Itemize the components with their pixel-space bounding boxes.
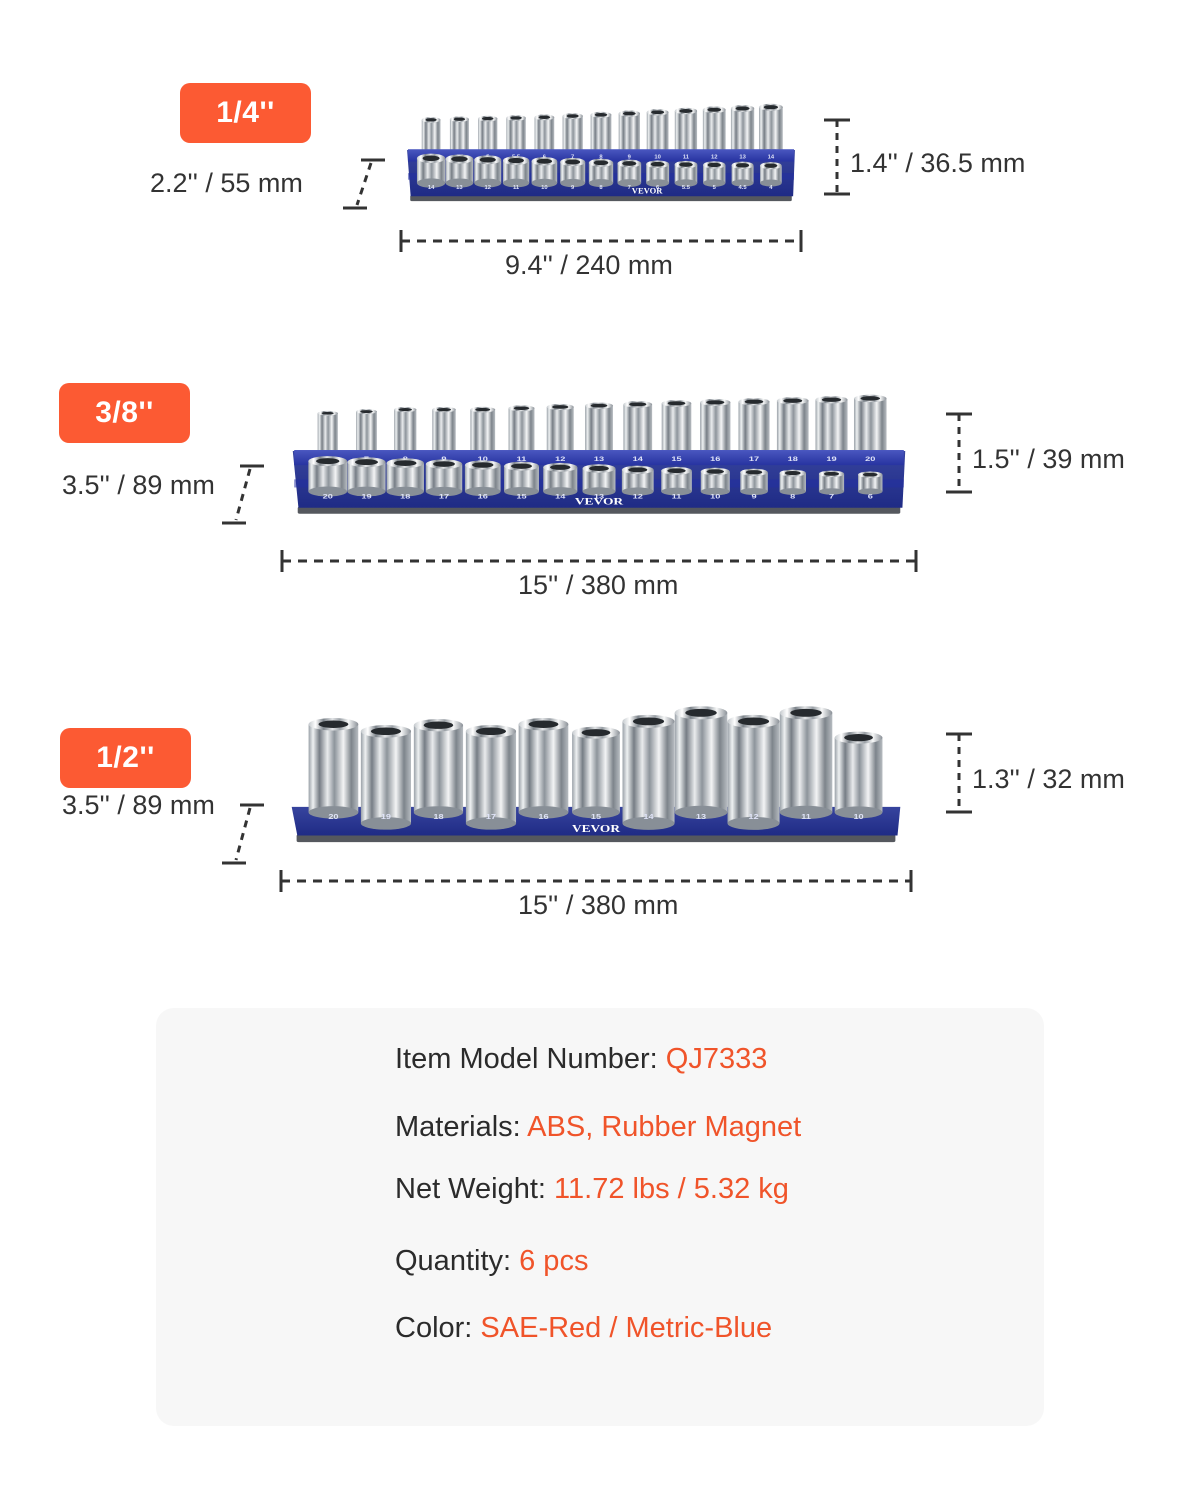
svg-text:17: 17 (486, 813, 497, 821)
svg-text:14: 14 (643, 813, 654, 821)
svg-text:11: 11 (513, 185, 519, 191)
svg-text:4.5: 4.5 (739, 185, 747, 191)
svg-text:12: 12 (633, 493, 644, 500)
svg-text:18: 18 (788, 455, 799, 462)
svg-text:8: 8 (790, 493, 796, 500)
svg-text:12: 12 (711, 154, 717, 160)
svg-text:9: 9 (571, 185, 574, 191)
svg-text:9: 9 (751, 493, 757, 500)
svg-text:16: 16 (538, 813, 549, 821)
svg-text:20: 20 (323, 493, 334, 500)
svg-text:9: 9 (628, 154, 631, 160)
svg-text:15: 15 (516, 493, 527, 500)
svg-text:5: 5 (713, 185, 716, 191)
svg-text:10: 10 (654, 154, 660, 160)
svg-text:15: 15 (671, 455, 682, 462)
svg-text:8: 8 (599, 185, 602, 191)
svg-text:10: 10 (541, 185, 547, 191)
svg-text:13: 13 (696, 813, 707, 821)
svg-text:16: 16 (478, 493, 489, 500)
svg-text:17: 17 (749, 455, 760, 462)
svg-text:13: 13 (456, 185, 462, 191)
svg-text:19: 19 (381, 813, 392, 821)
svg-text:12: 12 (555, 455, 566, 462)
svg-text:14: 14 (428, 185, 435, 191)
svg-text:14: 14 (768, 154, 775, 160)
svg-text:15: 15 (591, 813, 602, 821)
svg-text:20: 20 (328, 813, 339, 821)
svg-text:19: 19 (826, 455, 837, 462)
svg-text:VEVOR: VEVOR (575, 496, 624, 507)
svg-text:14: 14 (633, 455, 644, 462)
svg-text:11: 11 (672, 493, 682, 500)
svg-text:12: 12 (484, 185, 490, 191)
svg-text:VEVOR: VEVOR (572, 823, 620, 835)
svg-text:18: 18 (400, 493, 411, 500)
svg-text:14: 14 (555, 493, 566, 500)
svg-text:17: 17 (439, 493, 450, 500)
svg-text:10: 10 (853, 813, 864, 821)
svg-text:13: 13 (594, 455, 605, 462)
svg-text:11: 11 (801, 813, 811, 821)
svg-text:VEVOR: VEVOR (632, 187, 663, 196)
svg-text:5.5: 5.5 (682, 185, 690, 191)
svg-text:18: 18 (433, 813, 444, 821)
svg-text:6: 6 (868, 493, 874, 500)
svg-text:11: 11 (683, 154, 689, 160)
svg-text:20: 20 (865, 455, 876, 462)
svg-text:13: 13 (739, 154, 745, 160)
svg-text:7: 7 (628, 185, 631, 191)
svg-text:19: 19 (361, 493, 372, 500)
svg-text:7: 7 (829, 493, 835, 500)
svg-text:12: 12 (748, 813, 759, 821)
svg-text:16: 16 (710, 455, 721, 462)
svg-text:10: 10 (710, 493, 721, 500)
